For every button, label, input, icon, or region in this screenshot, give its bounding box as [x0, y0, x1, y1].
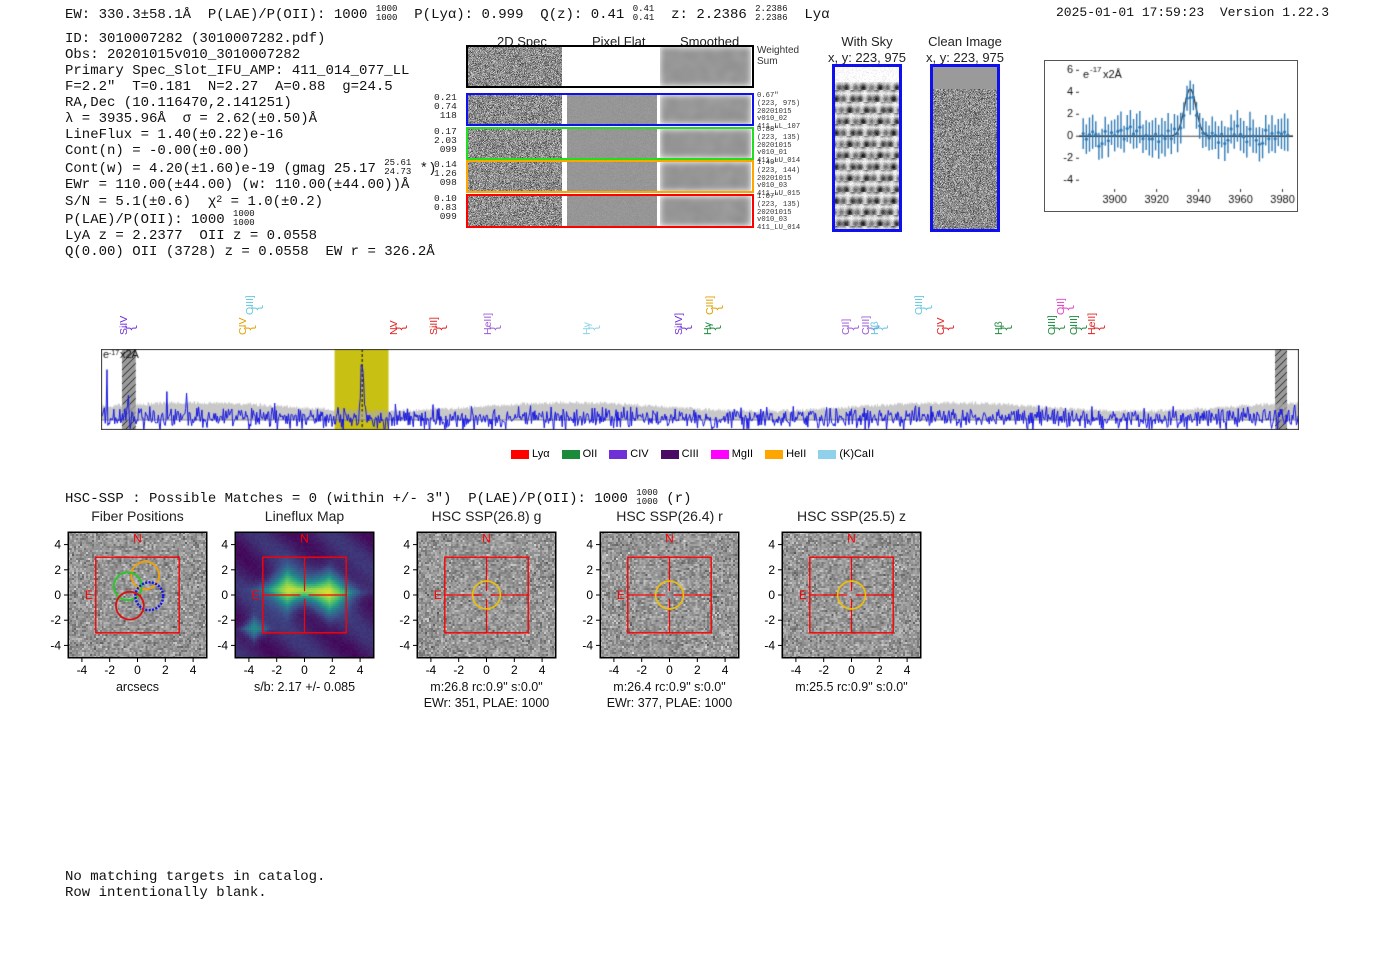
svg-text:-4: -4	[582, 638, 593, 652]
svg-text:0: 0	[586, 588, 593, 602]
svg-text:N: N	[133, 532, 142, 546]
svg-text:-2: -2	[50, 613, 61, 627]
svg-text:N: N	[665, 532, 674, 546]
svg-text:N: N	[482, 532, 491, 546]
svg-text:-2: -2	[217, 613, 228, 627]
svg-text:2: 2	[403, 563, 410, 577]
svg-text:-4: -4	[791, 663, 802, 677]
svg-text:-4: -4	[50, 638, 61, 652]
svg-text:2: 2	[694, 663, 701, 677]
svg-text:4: 4	[539, 663, 546, 677]
svg-text:-4: -4	[764, 638, 775, 652]
svg-text:0: 0	[54, 588, 61, 602]
svg-text:0: 0	[134, 663, 141, 677]
svg-text:-2: -2	[582, 613, 593, 627]
svg-text:4: 4	[190, 663, 197, 677]
svg-text:4: 4	[54, 538, 61, 552]
svg-text:-4: -4	[217, 638, 228, 652]
svg-text:4: 4	[722, 663, 729, 677]
svg-text:4: 4	[904, 663, 911, 677]
svg-text:2: 2	[768, 563, 775, 577]
svg-text:2: 2	[329, 663, 336, 677]
svg-text:2: 2	[54, 563, 61, 577]
svg-text:-2: -2	[399, 613, 410, 627]
svg-text:2: 2	[876, 663, 883, 677]
svg-text:-4: -4	[77, 663, 88, 677]
svg-text:4: 4	[357, 663, 364, 677]
svg-text:-4: -4	[399, 638, 410, 652]
svg-text:-2: -2	[453, 663, 464, 677]
svg-text:E: E	[85, 588, 93, 602]
svg-text:4: 4	[768, 538, 775, 552]
svg-text:4: 4	[403, 538, 410, 552]
svg-text:-4: -4	[609, 663, 620, 677]
svg-text:0: 0	[666, 663, 673, 677]
svg-text:2: 2	[586, 563, 593, 577]
svg-text:4: 4	[221, 538, 228, 552]
svg-text:0: 0	[403, 588, 410, 602]
svg-text:0: 0	[221, 588, 228, 602]
svg-text:E: E	[799, 588, 807, 602]
svg-text:0: 0	[768, 588, 775, 602]
svg-text:0: 0	[483, 663, 490, 677]
svg-text:-2: -2	[764, 613, 775, 627]
svg-text:-2: -2	[636, 663, 647, 677]
svg-text:-2: -2	[271, 663, 282, 677]
svg-text:N: N	[847, 532, 856, 546]
svg-text:2: 2	[511, 663, 518, 677]
svg-text:N: N	[300, 532, 309, 546]
svg-text:0: 0	[848, 663, 855, 677]
svg-text:E: E	[434, 588, 442, 602]
svg-text:-2: -2	[104, 663, 115, 677]
svg-text:2: 2	[162, 663, 169, 677]
svg-text:E: E	[617, 588, 625, 602]
svg-text:-4: -4	[244, 663, 255, 677]
svg-text:-2: -2	[818, 663, 829, 677]
svg-text:-4: -4	[426, 663, 437, 677]
svg-text:2: 2	[221, 563, 228, 577]
svg-text:E: E	[252, 588, 260, 602]
svg-text:0: 0	[301, 663, 308, 677]
svg-text:4: 4	[586, 538, 593, 552]
